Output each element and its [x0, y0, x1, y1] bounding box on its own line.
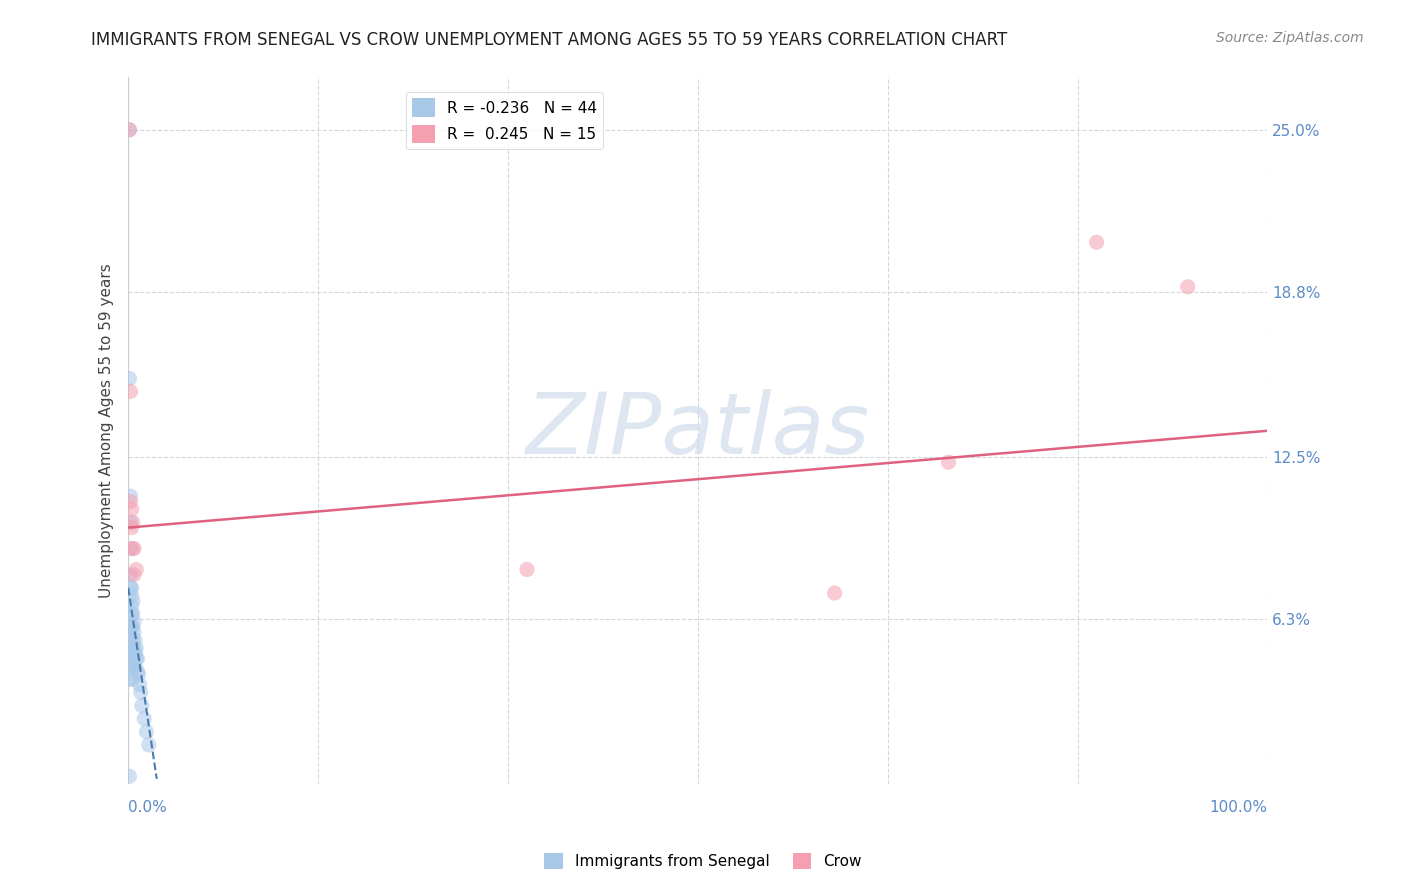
Point [516, 562, 538, 576]
Point [125, 640, 148, 655]
Point [127, 665, 149, 679]
Point [121, 659, 143, 673]
Point [125, 562, 148, 576]
Legend: Immigrants from Senegal, Crow: Immigrants from Senegal, Crow [538, 847, 868, 875]
Point [121, 633, 143, 648]
Point [121, 620, 143, 634]
Point [121, 633, 143, 648]
Point [135, 724, 157, 739]
Text: IMMIGRANTS FROM SENEGAL VS CROW UNEMPLOYMENT AMONG AGES 55 TO 59 YEARS CORRELATI: IMMIGRANTS FROM SENEGAL VS CROW UNEMPLOY… [91, 31, 1008, 49]
Point [121, 541, 143, 556]
Point [122, 654, 145, 668]
Point [124, 659, 146, 673]
Point [124, 633, 146, 648]
Point [120, 541, 142, 556]
Point [121, 581, 143, 595]
Point [120, 516, 142, 530]
Point [129, 685, 152, 699]
Point [118, 122, 141, 136]
Point [120, 489, 142, 503]
Point [122, 640, 145, 655]
Point [121, 620, 143, 634]
Text: 0.0%: 0.0% [128, 800, 167, 815]
Point [121, 502, 143, 516]
Point [121, 589, 143, 603]
Point [1085, 235, 1108, 250]
Point [131, 698, 153, 713]
Point [118, 646, 141, 660]
Point [1177, 280, 1199, 294]
Point [122, 625, 145, 640]
Point [120, 567, 142, 582]
Legend: R = -0.236   N = 44, R =  0.245   N = 15: R = -0.236 N = 44, R = 0.245 N = 15 [405, 92, 603, 149]
Point [124, 646, 146, 660]
Point [121, 520, 143, 534]
Point [121, 646, 143, 660]
Text: Source: ZipAtlas.com: Source: ZipAtlas.com [1216, 31, 1364, 45]
Point [120, 581, 142, 595]
Point [128, 667, 150, 681]
Point [118, 371, 141, 385]
Point [121, 646, 143, 660]
Point [121, 599, 143, 614]
Point [120, 494, 142, 508]
Point [125, 651, 148, 665]
Point [122, 615, 145, 629]
Point [138, 738, 160, 752]
Point [938, 455, 960, 469]
Point [121, 516, 143, 530]
Point [121, 594, 143, 608]
Point [121, 673, 143, 687]
Point [127, 651, 149, 665]
Point [134, 712, 156, 726]
Point [128, 678, 150, 692]
Point [122, 541, 145, 556]
Point [118, 122, 141, 136]
Y-axis label: Unemployment Among Ages 55 to 59 years: Unemployment Among Ages 55 to 59 years [100, 263, 114, 599]
Point [824, 586, 846, 600]
Point [120, 620, 142, 634]
Point [121, 659, 143, 673]
Point [121, 607, 143, 621]
Point [118, 673, 141, 687]
Point [118, 769, 141, 783]
Text: 100.0%: 100.0% [1209, 800, 1267, 815]
Point [120, 384, 142, 399]
Point [122, 567, 145, 582]
Text: ZIPatlas: ZIPatlas [526, 389, 870, 472]
Point [121, 607, 143, 621]
